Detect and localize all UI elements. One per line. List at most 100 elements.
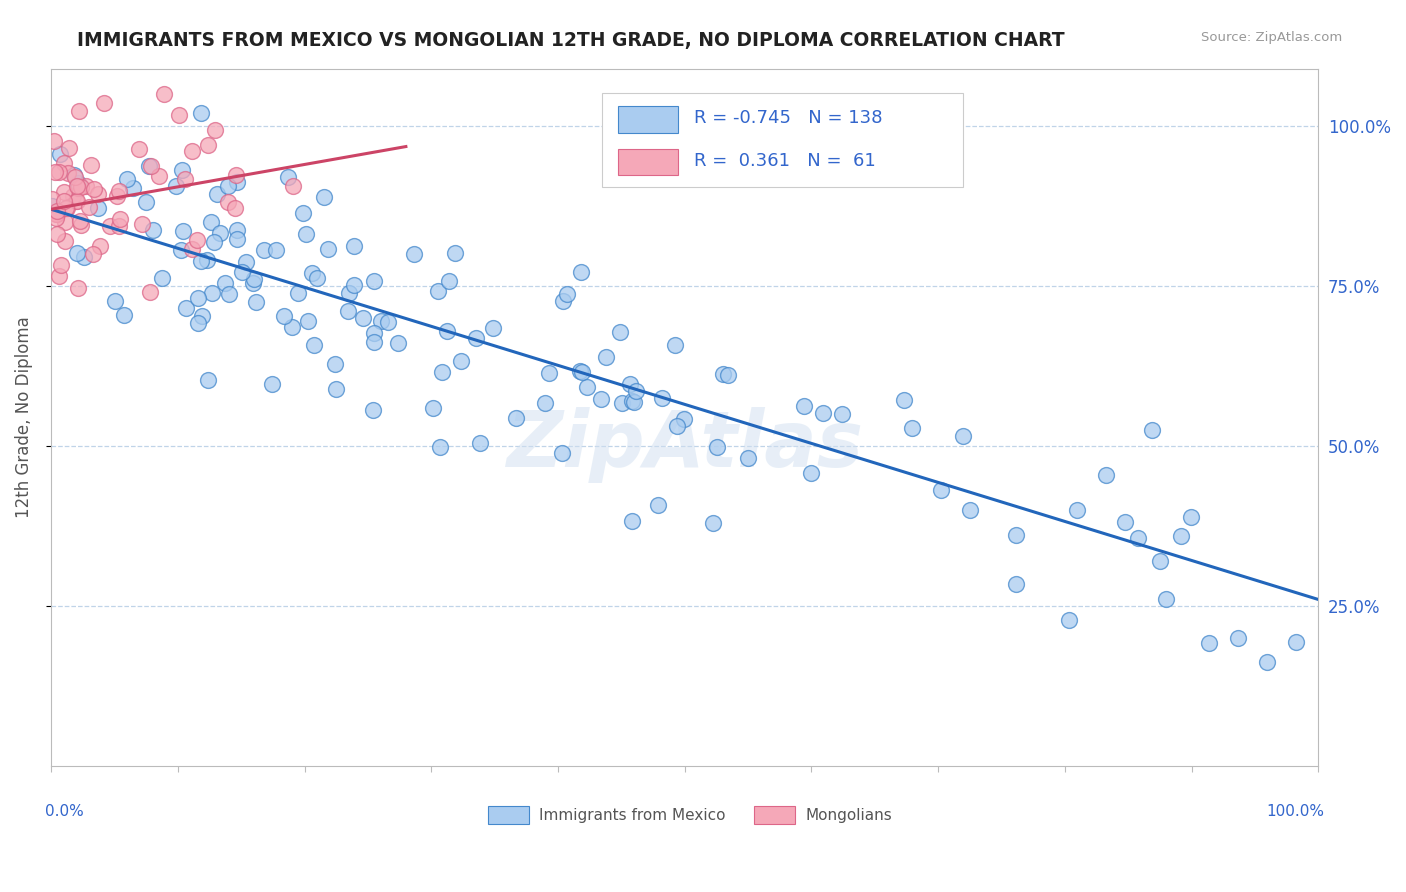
Point — [53, 194, 76, 208]
Point — [717, 368, 740, 383]
Point — [316, 242, 339, 256]
Point — [651, 391, 673, 405]
Point — [108, 185, 131, 199]
Point — [243, 272, 266, 286]
Point — [200, 215, 222, 229]
Point — [167, 108, 190, 122]
Point — [609, 326, 631, 340]
Point — [58, 141, 80, 155]
Point — [197, 137, 219, 152]
Point — [44, 165, 66, 179]
Point — [205, 187, 228, 202]
Point — [191, 309, 214, 323]
Point — [53, 215, 76, 229]
Point — [370, 313, 392, 327]
Point — [55, 201, 77, 215]
Point — [66, 194, 89, 208]
Point — [363, 274, 385, 288]
Point — [89, 239, 111, 253]
Point — [702, 516, 724, 531]
Point — [245, 295, 267, 310]
Point — [80, 158, 103, 172]
Point — [224, 201, 246, 215]
Point — [287, 285, 309, 300]
Point — [534, 396, 557, 410]
Point — [672, 412, 695, 426]
Point — [41, 193, 63, 207]
Point — [1066, 503, 1088, 517]
Point — [69, 214, 91, 228]
Point — [589, 392, 612, 407]
Point — [48, 268, 70, 283]
Point — [201, 286, 224, 301]
Point — [41, 199, 63, 213]
Point — [337, 285, 360, 300]
Point — [66, 281, 89, 295]
Text: 0.0%: 0.0% — [45, 804, 83, 819]
Point — [959, 502, 981, 516]
Point — [297, 314, 319, 328]
Point — [51, 258, 73, 272]
Point — [174, 301, 197, 316]
Point — [470, 436, 492, 450]
Point — [429, 440, 451, 454]
Point — [610, 396, 633, 410]
FancyBboxPatch shape — [617, 106, 678, 133]
Point — [48, 165, 70, 179]
Point — [225, 223, 247, 237]
Point — [153, 87, 176, 102]
FancyBboxPatch shape — [755, 806, 794, 824]
Point — [569, 364, 592, 378]
Point — [93, 96, 115, 111]
Point — [352, 311, 374, 326]
Point — [1180, 509, 1202, 524]
Point — [170, 244, 193, 258]
Point — [1095, 467, 1118, 482]
Point — [152, 270, 174, 285]
Point — [363, 335, 385, 350]
Point — [82, 247, 104, 261]
Text: 100.0%: 100.0% — [1267, 804, 1324, 819]
Point — [87, 187, 110, 202]
Point — [66, 179, 89, 194]
Point — [666, 419, 689, 434]
Point — [98, 219, 121, 234]
Point — [264, 244, 287, 258]
Point — [225, 169, 247, 183]
Point — [450, 354, 472, 368]
Point — [706, 440, 728, 454]
Point — [443, 246, 465, 260]
Point — [387, 336, 409, 351]
Text: R = -0.745   N = 138: R = -0.745 N = 138 — [693, 109, 882, 127]
Point — [55, 235, 77, 249]
Point — [1128, 532, 1150, 546]
Point — [363, 326, 385, 340]
Point — [190, 253, 212, 268]
Point — [121, 180, 143, 194]
Point — [262, 377, 284, 392]
Point — [209, 226, 232, 240]
Text: R =  0.361   N =  61: R = 0.361 N = 61 — [693, 152, 876, 169]
Text: Immigrants from Mexico: Immigrants from Mexico — [538, 808, 725, 822]
Point — [141, 160, 163, 174]
Point — [551, 294, 574, 309]
Point — [172, 162, 194, 177]
Point — [664, 338, 686, 352]
Point — [195, 252, 218, 267]
Point — [73, 250, 96, 264]
Point — [65, 194, 87, 209]
FancyBboxPatch shape — [488, 806, 529, 824]
Point — [1154, 592, 1177, 607]
Point — [148, 169, 170, 183]
Point — [811, 406, 834, 420]
Point — [181, 145, 204, 159]
Point — [70, 179, 93, 194]
Point — [217, 179, 239, 194]
Point — [325, 357, 347, 371]
Point — [404, 246, 426, 260]
Point — [1149, 554, 1171, 568]
Point — [131, 217, 153, 231]
Point — [138, 159, 160, 173]
Point — [197, 373, 219, 387]
Point — [65, 245, 87, 260]
